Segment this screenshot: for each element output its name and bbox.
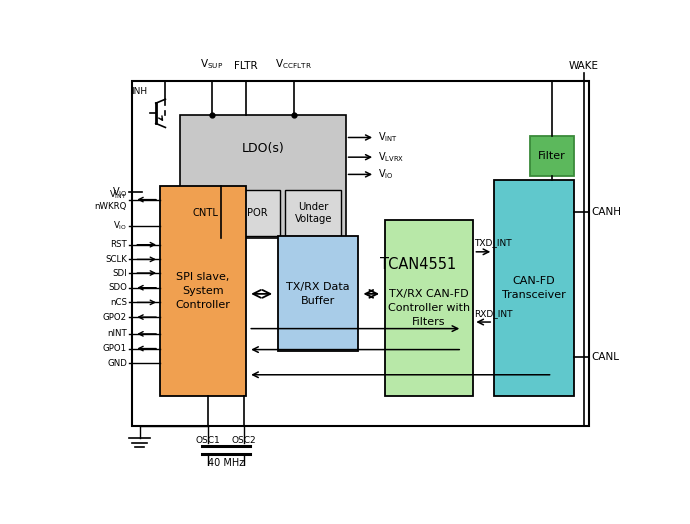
Text: RST: RST (110, 240, 127, 249)
Text: V$_{\rm CCFLTR}$: V$_{\rm CCFLTR}$ (275, 57, 312, 71)
Bar (180, 115, 346, 238)
Text: Filter: Filter (538, 151, 566, 161)
Text: GPO2: GPO2 (103, 313, 127, 322)
Text: GPO1: GPO1 (103, 344, 127, 353)
Bar (160, 186, 246, 396)
Text: LDO(s): LDO(s) (241, 142, 284, 155)
Text: RXD_INT: RXD_INT (474, 309, 513, 318)
Bar (132, 81, 589, 426)
Text: V$_{\rm INT}$: V$_{\rm INT}$ (377, 130, 397, 145)
Text: 40 MHz: 40 MHz (208, 458, 244, 468)
Text: SPI slave,
System
Controller: SPI slave, System Controller (175, 272, 230, 310)
Text: TXD_INT: TXD_INT (474, 238, 511, 247)
Text: nINT: nINT (107, 330, 127, 339)
Text: TX/RX Data
Buffer: TX/RX Data Buffer (286, 282, 350, 306)
Text: nCS: nCS (110, 298, 127, 307)
Bar (285, 190, 342, 236)
Text: V$_{\rm IO}$: V$_{\rm IO}$ (112, 185, 128, 199)
Text: Under
Voltage: Under Voltage (295, 202, 332, 224)
Text: TX/RX CAN-FD
Controller with
Filters: TX/RX CAN-FD Controller with Filters (388, 289, 470, 327)
Bar (182, 190, 228, 236)
Bar (235, 190, 280, 236)
Text: CANL: CANL (591, 352, 620, 362)
Text: CAN-FD
Transceiver: CAN-FD Transceiver (502, 276, 566, 300)
Text: V$_{\rm IO}$: V$_{\rm IO}$ (377, 168, 393, 181)
Bar (277, 236, 358, 352)
Text: V$_{\rm SUP}$: V$_{\rm SUP}$ (200, 57, 224, 71)
Text: GND: GND (107, 359, 127, 368)
Text: CANH: CANH (591, 208, 622, 217)
Text: SDO: SDO (108, 283, 127, 292)
Text: INH: INH (130, 86, 147, 95)
Text: SDI: SDI (112, 268, 127, 278)
Text: WAKE: WAKE (569, 61, 598, 71)
Bar (384, 220, 473, 396)
Text: FLTR: FLTR (234, 61, 257, 71)
Text: CNTL: CNTL (193, 208, 218, 218)
Text: OSC1: OSC1 (196, 436, 221, 445)
Text: V$_{\rm INT}$
nWKRQ: V$_{\rm INT}$ nWKRQ (95, 188, 127, 211)
Text: TCAN4551: TCAN4551 (380, 257, 456, 272)
Bar (530, 136, 574, 176)
Text: POR: POR (247, 208, 268, 218)
Text: V$_{\rm LVRX}$: V$_{\rm LVRX}$ (377, 150, 404, 164)
Text: V$_{\rm IO}$: V$_{\rm IO}$ (112, 220, 127, 232)
Text: OSC2: OSC2 (232, 436, 256, 445)
Bar (494, 180, 574, 396)
Text: SCLK: SCLK (105, 255, 127, 264)
